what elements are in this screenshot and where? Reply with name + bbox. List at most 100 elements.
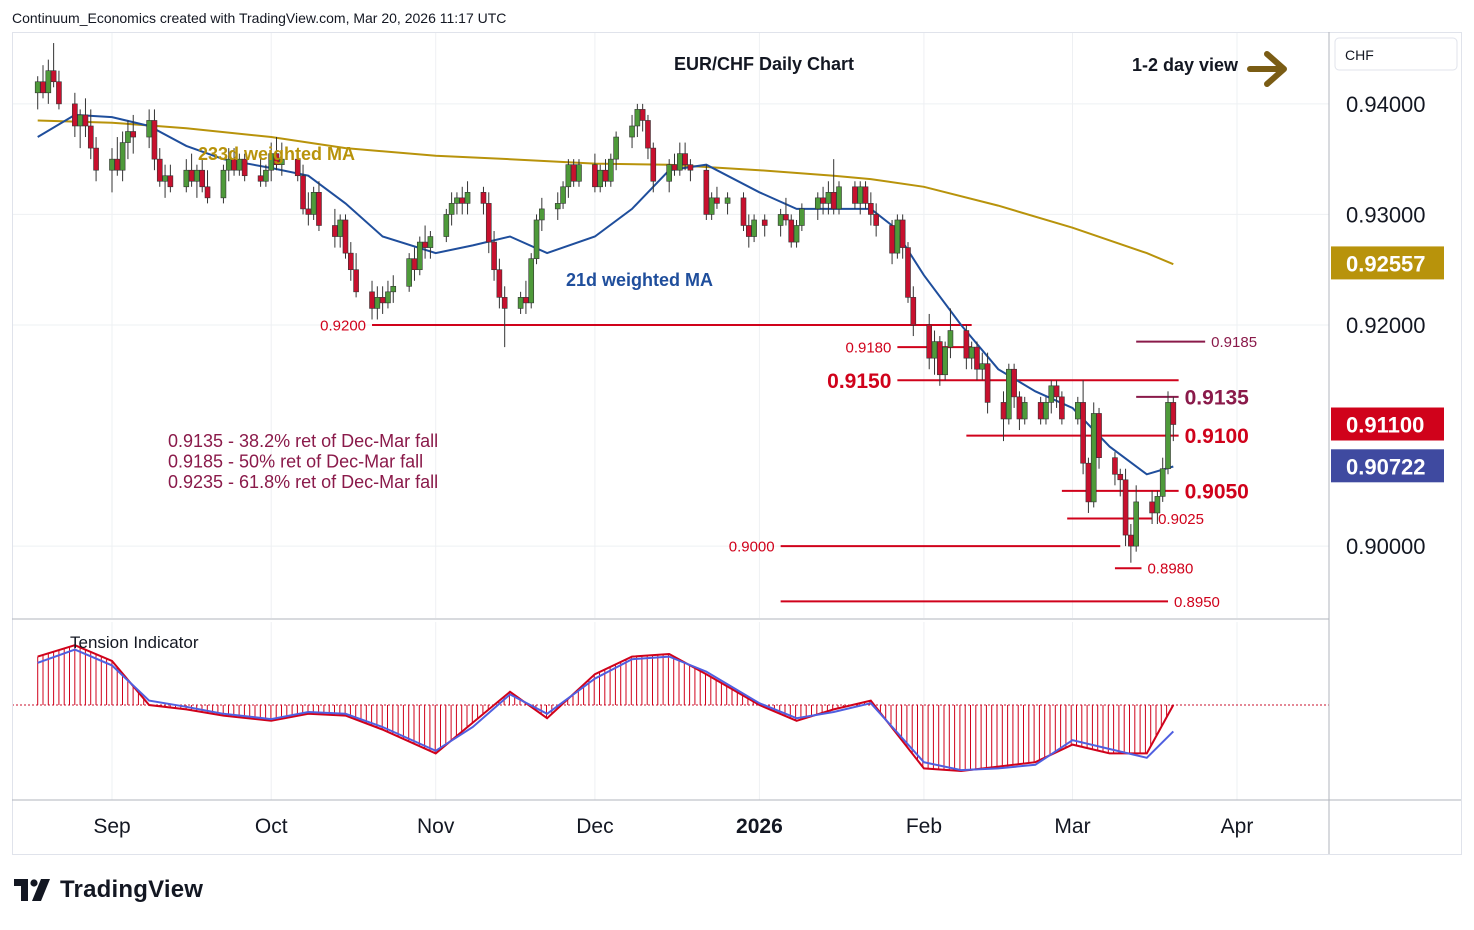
candle [77,109,83,149]
candle [1085,457,1092,513]
candle-body [369,291,375,309]
candle-body [873,214,879,226]
price-tick-label: 0.92000 [1346,313,1426,338]
candle [629,114,635,149]
candle [926,313,933,370]
tradingview-logo-icon [14,879,50,901]
candle-body [968,346,975,359]
candle-body [814,197,821,210]
candle-body [1011,368,1017,398]
price-tag [1331,407,1444,441]
candle-body [608,158,614,182]
chart-frame [12,32,1462,855]
candle-body [1006,368,1012,420]
candle-body [82,114,89,127]
time-tick-label: Apr [1221,815,1254,838]
candle [93,137,99,182]
candle [496,258,503,309]
tension-line [37,644,1175,773]
candle [708,192,715,220]
candle [448,192,455,226]
candle-body [592,164,598,188]
candle [979,352,986,381]
candle [501,286,508,348]
level-label: 0.9185 [1211,334,1257,351]
candle [1059,391,1065,425]
candle [220,164,227,204]
candle-body [279,158,285,165]
candle [830,159,837,215]
candle [873,203,879,237]
time-tick-label: Nov [417,815,455,838]
candle-body [868,203,874,215]
candle-body [761,219,768,226]
tension-label: Tension Indicator [70,633,199,652]
candle [1043,396,1049,425]
candle [294,148,301,182]
candle-body [671,164,678,171]
candle-body [576,164,582,182]
candle [459,186,466,215]
candle [539,197,545,232]
level-label: 0.9025 [1158,511,1204,528]
candle [947,308,954,359]
candle [1048,380,1055,414]
candle [751,214,757,243]
chart-attribution: Continuum_Economics created with Trading… [12,10,507,26]
candle-body [565,164,572,188]
candle [650,142,657,193]
candle [677,142,683,176]
candle [151,109,158,171]
candle-body [464,192,471,204]
candle-body [194,169,200,182]
time-tick-label: Oct [255,815,288,838]
candle [236,153,243,176]
candle [1128,524,1134,563]
candle-body [34,81,41,94]
candle-body [645,120,651,149]
candle-body [613,136,619,160]
ma21-line [37,113,1174,476]
candle-body [109,158,115,171]
candle-body [708,197,715,215]
candle [724,192,731,215]
candle [1165,391,1171,475]
candle-body [167,175,174,188]
candle-body [427,236,434,248]
candle [188,153,195,187]
candle [72,92,78,138]
candle [45,59,52,104]
candle [1000,391,1007,442]
level-label: 0.8950 [1174,594,1220,611]
candle-body [443,214,450,237]
candle [554,192,561,220]
candle [156,148,163,187]
candle-body [1048,385,1055,403]
candle-body [50,70,57,83]
eurchf-chart[interactable]: 0.9200 0.9185 0.9180 0.9150 0.9135 0.9100 0.90… [0,0,1474,870]
candle [687,159,694,182]
candle-body [703,169,710,215]
candle-body [926,324,933,359]
candle [597,164,604,193]
candle [369,280,375,320]
candle-body [448,203,455,215]
candle-body [385,291,391,304]
candle-body [974,346,980,370]
candle-body [937,341,943,376]
price-tag-label: 0.92557 [1346,251,1426,276]
candle [231,148,237,176]
candle [963,325,970,370]
candle-body [416,241,423,271]
candle-body [40,81,46,94]
candle-body [825,192,832,204]
candle-body [332,225,338,237]
candle-body [533,219,540,259]
candle [353,253,359,298]
candle [671,153,678,176]
candle [347,242,354,281]
candle-body [374,297,381,309]
candle [427,231,434,259]
candle-body [677,153,683,171]
candle [1053,380,1060,408]
